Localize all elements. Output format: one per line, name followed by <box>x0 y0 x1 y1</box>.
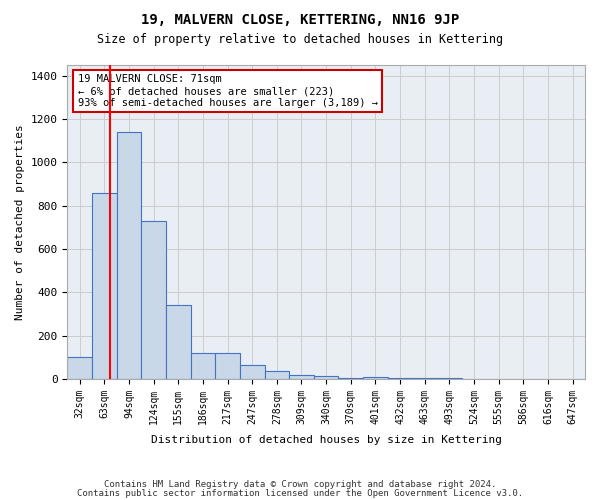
Bar <box>166 306 191 379</box>
Bar <box>141 221 166 379</box>
Bar <box>67 358 92 379</box>
Text: Size of property relative to detached houses in Kettering: Size of property relative to detached ho… <box>97 32 503 46</box>
Bar <box>314 376 338 379</box>
Text: 19, MALVERN CLOSE, KETTERING, NN16 9JP: 19, MALVERN CLOSE, KETTERING, NN16 9JP <box>141 12 459 26</box>
Bar <box>191 353 215 379</box>
Bar <box>92 192 116 379</box>
Text: Contains HM Land Registry data © Crown copyright and database right 2024.: Contains HM Land Registry data © Crown c… <box>104 480 496 489</box>
Bar <box>240 365 265 379</box>
Bar <box>363 377 388 379</box>
Text: Contains public sector information licensed under the Open Government Licence v3: Contains public sector information licen… <box>77 488 523 498</box>
Bar <box>388 378 412 379</box>
Bar <box>265 372 289 379</box>
X-axis label: Distribution of detached houses by size in Kettering: Distribution of detached houses by size … <box>151 435 502 445</box>
Bar <box>338 378 363 379</box>
Bar <box>116 132 141 379</box>
Bar <box>289 374 314 379</box>
Text: 19 MALVERN CLOSE: 71sqm
← 6% of detached houses are smaller (223)
93% of semi-de: 19 MALVERN CLOSE: 71sqm ← 6% of detached… <box>77 74 377 108</box>
Bar <box>215 353 240 379</box>
Y-axis label: Number of detached properties: Number of detached properties <box>15 124 25 320</box>
